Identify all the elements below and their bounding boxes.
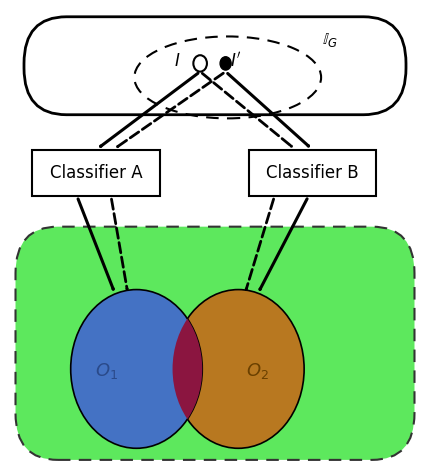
FancyArrowPatch shape: [111, 199, 127, 289]
FancyArrowPatch shape: [227, 74, 308, 146]
FancyBboxPatch shape: [249, 150, 376, 196]
FancyArrowPatch shape: [246, 199, 273, 289]
FancyArrowPatch shape: [78, 199, 114, 289]
Ellipse shape: [71, 290, 202, 448]
FancyArrowPatch shape: [202, 73, 292, 146]
Ellipse shape: [172, 290, 304, 448]
FancyBboxPatch shape: [24, 17, 406, 115]
Ellipse shape: [172, 290, 304, 448]
FancyArrowPatch shape: [117, 73, 223, 147]
FancyArrowPatch shape: [101, 73, 198, 146]
FancyBboxPatch shape: [33, 150, 160, 196]
Text: $O_1$: $O_1$: [95, 361, 118, 381]
Text: $I'$: $I'$: [230, 51, 241, 71]
Ellipse shape: [194, 55, 207, 72]
FancyBboxPatch shape: [15, 227, 415, 460]
Text: Classifier A: Classifier A: [50, 164, 142, 182]
Text: $\mathbb{I}_G$: $\mathbb{I}_G$: [322, 31, 338, 49]
Text: $I$: $I$: [174, 52, 180, 70]
Text: Classifier B: Classifier B: [266, 164, 359, 182]
FancyArrowPatch shape: [260, 199, 307, 289]
Ellipse shape: [220, 57, 231, 70]
Text: $O_2$: $O_2$: [246, 361, 269, 381]
